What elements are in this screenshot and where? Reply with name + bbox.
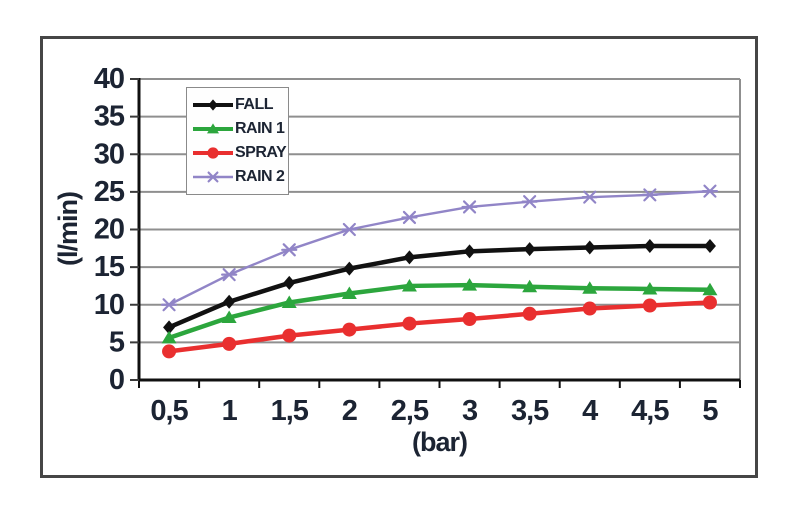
circle-marker-icon [402,316,417,331]
x-tick-label: 3 [462,395,478,427]
chart-canvas: 0 5 10 15 20 25 30 35 40 0,5 1 1,5 2 2,5 3 3,5 4 4,5 5 [94,63,741,427]
diamond-marker-icon [223,294,236,309]
diamond-marker-icon [463,244,476,259]
circle-marker-icon [162,344,177,359]
circle-marker-icon [282,328,297,343]
diamond-marker-icon [643,239,656,254]
x-tick-label: 4,5 [631,395,669,427]
diamond-marker-icon [283,275,296,290]
triangle-marker-icon [522,279,538,293]
series-fall [163,239,716,335]
x-marker-icon [160,298,178,312]
triangle-marker-icon [161,330,177,344]
legend-item-rain-1: RAIN 1 [192,119,285,139]
circle-marker-icon [342,322,357,337]
x-marker-icon [701,184,719,198]
triangle-marker-icon [341,286,357,299]
triangle-marker-icon [401,278,417,292]
circle-marker-icon [582,301,597,316]
x-marker-icon [461,200,478,214]
y-tick-label: 15 [94,251,125,283]
rain-2-line-marker-icon [193,171,233,183]
chart-legend: FALL RAIN 1 SPRAY RAIN 2 [186,87,289,195]
triangle-marker-icon [702,282,718,296]
diamond-marker-icon [523,242,536,257]
series-rain-1 [161,278,718,344]
fall-line-marker-icon [193,99,233,111]
y-tick-label: 30 [94,138,124,170]
circle-marker-icon [222,336,237,351]
x-tick-label: 1 [222,395,238,427]
legend-item-rain-2: RAIN 2 [192,167,285,187]
triangle-marker-icon [462,278,478,291]
y-tick-label: 25 [94,176,125,208]
triangle-marker-icon [582,281,598,294]
circle-marker-icon [462,312,477,327]
x-tick-label: 4 [582,395,598,427]
diamond-marker-icon [703,239,716,254]
y-tick-label: 5 [109,326,125,358]
circle-marker-icon [642,298,657,313]
x-marker-icon [641,188,658,202]
x-tick-label: 5 [702,395,718,427]
x-tick-label: 1,5 [271,395,309,427]
x-marker-icon [206,171,220,183]
circle-marker-icon [207,147,219,159]
legend-label: SPRAY [235,144,287,161]
diamond-marker-icon [163,320,176,335]
legend-label: RAIN 1 [235,120,285,137]
x-marker-icon [521,195,538,209]
x-tick-label: 2 [342,395,357,427]
series-line-rain-2 [167,189,712,306]
triangle-marker-icon [281,295,297,308]
diamond-marker-icon [583,240,596,255]
diamond-marker-icon [343,261,356,276]
series-line-spray [166,300,713,354]
triangle-marker-icon [221,310,237,324]
y-tick-label: 10 [94,289,124,321]
y-tick-label: 40 [94,63,124,95]
rain-1-line-marker-icon [193,123,233,134]
circle-marker-icon [522,306,537,321]
circle-marker-icon [702,295,717,310]
series-line-fall [166,243,713,330]
x-marker-icon [341,222,358,237]
legend-label: FALL [235,96,274,113]
x-axis-title: (bar) [412,427,468,457]
y-tick-label: 20 [94,214,124,246]
x-tick-label: 2,5 [391,395,429,427]
triangle-marker-icon [642,281,658,295]
legend-item-spray: SPRAY [192,143,287,163]
chart-figure: 0 5 10 15 20 25 30 35 40 0,5 1 1,5 2 2,5 3 3,5 4 4,5 5 (l/… [40,36,758,478]
x-marker-icon [221,268,238,282]
y-axis-title: (l/min) [53,192,83,266]
triangle-marker-icon [207,123,219,134]
x-marker-icon [281,243,298,257]
x-tick-label: 0,5 [150,395,188,427]
series-spray [162,295,717,359]
diamond-marker-icon [208,99,218,111]
diamond-marker-icon [403,250,416,265]
spray-line-marker-icon [193,147,233,159]
legend-item-fall: FALL [192,95,285,115]
y-tick-label: 35 [94,101,125,133]
x-tick-label: 3,5 [511,395,549,427]
series-line-rain-1 [166,282,713,341]
y-tick-label: 0 [109,364,124,396]
x-marker-icon [581,190,598,204]
series-rain-2 [160,184,719,312]
x-marker-icon [401,210,418,225]
legend-label: RAIN 2 [235,168,285,185]
